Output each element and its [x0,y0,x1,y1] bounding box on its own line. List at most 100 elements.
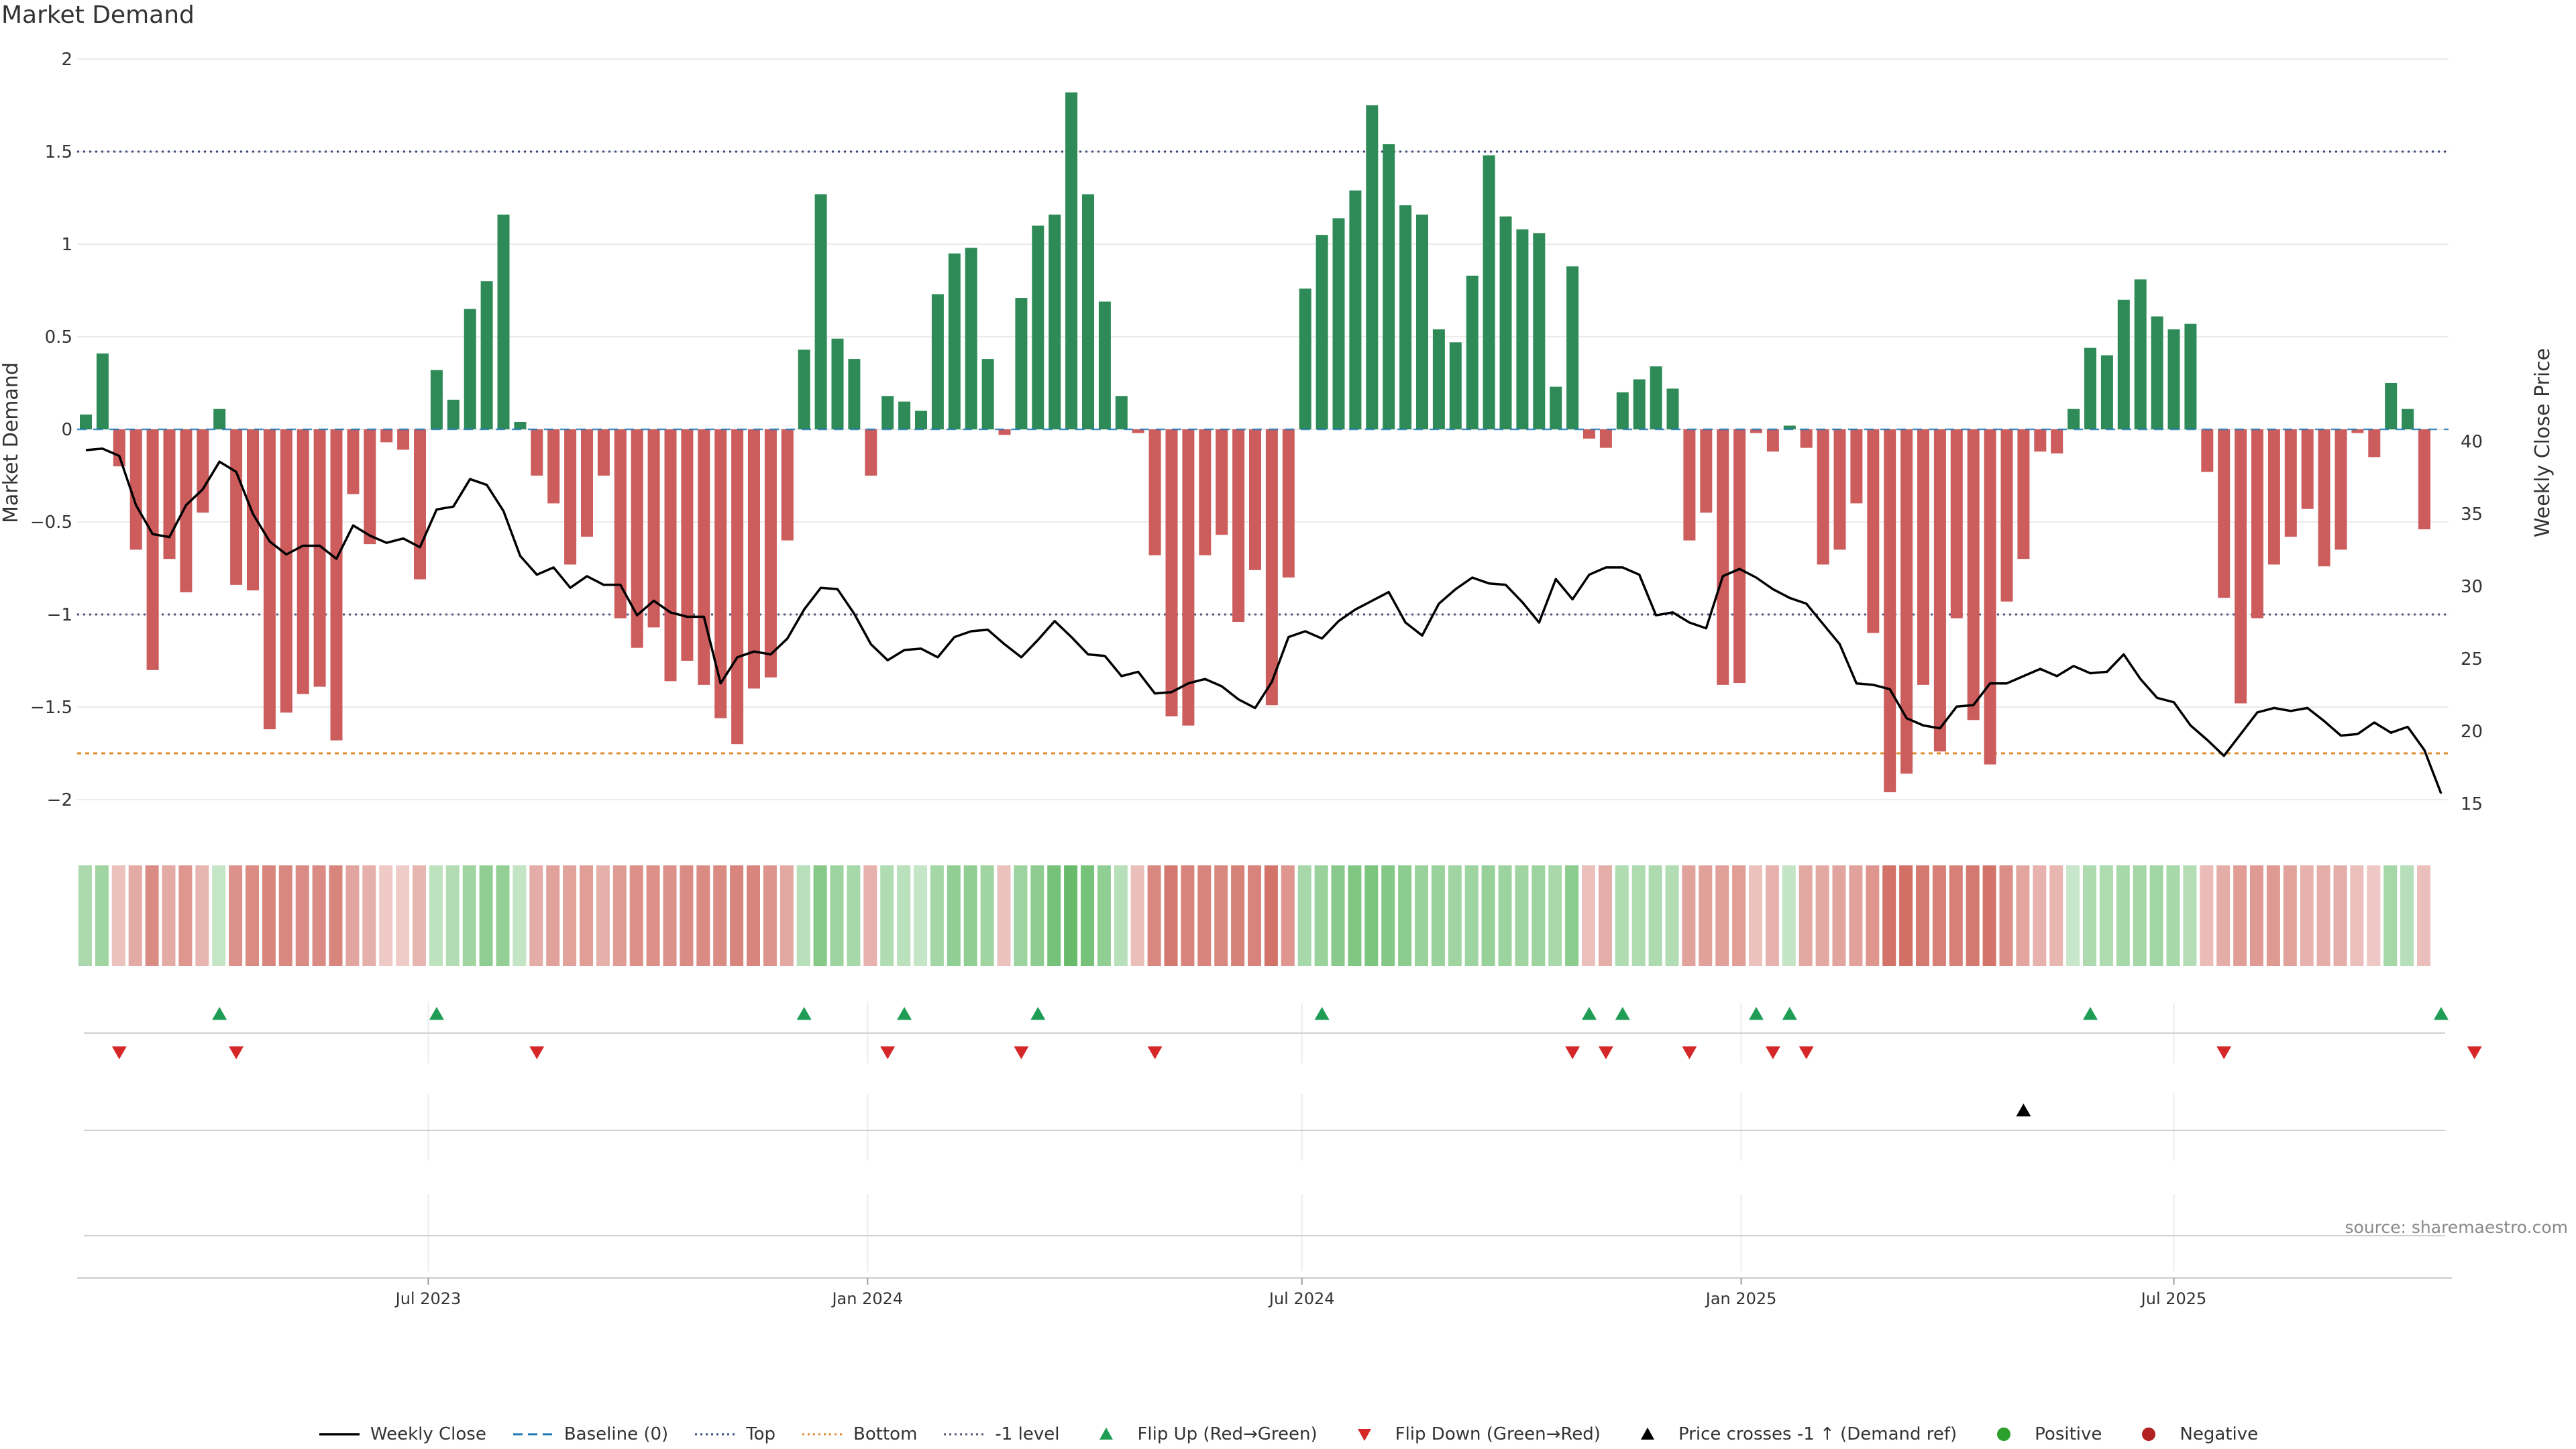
demand-bar [748,429,760,689]
demand-tile [863,865,877,966]
flip-down-marker [1799,1046,1814,1059]
legend-label: Flip Up (Red→Green) [1137,1424,1318,1444]
demand-tile [2216,865,2231,966]
demand-bar [631,429,643,648]
demand-tile [2149,865,2163,966]
demand-bar [915,411,927,429]
y-tick-label: 0.5 [45,327,72,347]
demand-tile [1598,865,1612,966]
demand-bar [1900,429,1913,774]
demand-tile [111,865,125,966]
demand-tile [1231,865,1245,966]
demand-tile [246,865,259,966]
demand-tile [1064,865,1078,966]
demand-bar [1366,105,1379,429]
legend-symbol [1997,1428,2011,1441]
demand-tile [2083,865,2096,966]
demand-bar [948,253,961,429]
price-series [85,447,2443,794]
demand-bar [1950,429,1963,619]
demand-tile [2350,865,2364,966]
demand-tile [763,865,777,966]
legend-label: -1 level [995,1424,1060,1444]
demand-bar [1416,214,1428,429]
demand-tile [947,865,961,966]
demand-tile [980,865,994,966]
demand-bar [664,429,677,682]
demand-tile [830,865,844,966]
demand-tile [95,865,109,966]
price-cross-marker [2016,1104,2031,1117]
demand-tile [1081,865,1094,966]
demand-bar [129,429,142,550]
demand-tile [2200,865,2214,966]
demand-tile [1515,865,1529,966]
demand-bar [2084,347,2096,429]
demand-bar [781,429,794,541]
legend-triangle-up-icon [1099,1428,1114,1440]
demand-bar [213,409,226,429]
demand-bar [1666,388,1679,429]
demand-bar [1115,396,1128,429]
demand-tile [2066,865,2080,966]
legend-label: Weekly Close [370,1424,486,1444]
legend-triangle-up-icon [1640,1428,1654,1440]
demand-bar [330,429,343,741]
demand-bar [180,429,193,592]
demand-bar [414,429,426,580]
demand-tile [1431,865,1445,966]
demand-tile [379,865,393,966]
legend-symbol [1357,1429,1371,1441]
demand-tile [1147,865,1161,966]
demand-tile [1966,865,1980,966]
demand-bar [280,429,292,713]
demand-bar [497,214,510,429]
demand-tile [997,865,1011,966]
flip-down-marker [1147,1046,1163,1059]
flip-up-marker [212,1007,227,1020]
demand-tile [1548,865,1562,966]
y-tick-label: −2 [47,790,72,810]
y-tick-label: −0.5 [30,513,72,533]
demand-bar [2318,429,2330,567]
demand-tile [1582,865,1595,966]
demand-bar [1783,425,1796,429]
demand-bar [247,429,259,591]
y2-tick-label: 15 [2461,794,2483,814]
demand-tile [1565,865,1579,966]
demand-tile [278,865,292,966]
demand-bar [981,359,994,429]
flip-down-marker [229,1046,244,1059]
y-tick-label: 2 [61,50,72,70]
demand-bar [848,359,861,429]
flip-down-marker [529,1046,545,1059]
demand-bar [163,429,176,559]
demand-bar [1867,429,1880,633]
demand-tile [612,865,627,966]
legend-label: Positive [2035,1424,2102,1444]
demand-bar [230,429,243,585]
demand-tile [747,865,760,966]
legend-negative: Negative [2127,1424,2258,1444]
legend-label: Flip Down (Green→Red) [1395,1424,1601,1444]
flip-down-marker [1598,1046,1613,1059]
demand-bar [681,429,694,661]
demand-tile [1982,865,1996,966]
y2-tick-label: 30 [2461,577,2483,597]
x-tick-label: Jul 2023 [394,1289,462,1308]
x-tick-label: Jan 2024 [830,1289,903,1308]
legend-symbol [802,1433,843,1436]
left-axis: 2 1.5 1 0.5 0 −0.5 −1 −1.5 −2 Market Demand [0,50,72,810]
demand-tile [1314,865,1328,966]
legend-label: Bottom [853,1424,918,1444]
demand-bar [1065,92,1078,429]
demand-bar [2000,429,2013,602]
legend-label: Price crosses -1 ↑ (Demand ref) [1678,1424,1957,1444]
y2-tick-label: 20 [2461,722,2483,742]
demand-bar [1032,225,1044,429]
demand-tile [1248,865,1261,966]
demand-bar [1717,429,1729,685]
y-tick-label: 0 [61,420,72,440]
demand-tile [345,865,360,966]
demand-bar [1483,155,1495,429]
